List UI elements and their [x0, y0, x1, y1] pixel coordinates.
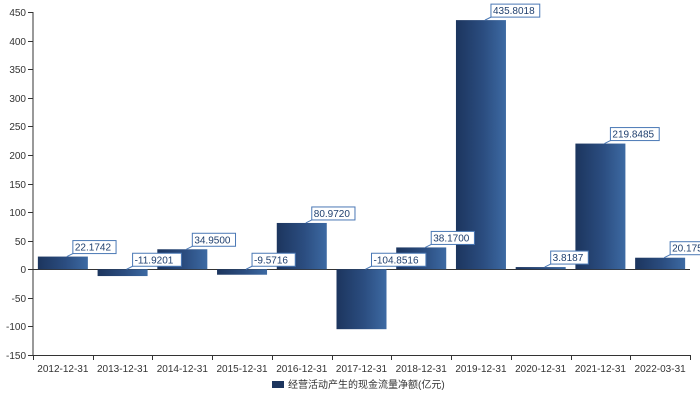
data-label: -11.9201 — [135, 255, 174, 266]
x-tick-label: 2022-03-31 — [635, 364, 687, 375]
data-label-leader — [663, 254, 671, 259]
x-tick-label: 2015-12-31 — [216, 364, 268, 375]
data-label-box — [132, 252, 182, 267]
y-tick-label: 100 — [9, 208, 26, 219]
x-axis: 2012-12-31 2013-12-31 2014-12-31 2015-12-31… — [33, 355, 691, 375]
bar — [37, 256, 88, 270]
data-label: 20.1759 — [672, 244, 700, 255]
bar — [455, 20, 506, 270]
bar — [575, 143, 626, 270]
x-tick-label: 2017-12-31 — [336, 364, 388, 375]
bars — [37, 20, 686, 330]
y-tick-label: 0 — [20, 265, 26, 276]
data-label-leader — [186, 245, 193, 250]
data-label-box — [430, 230, 475, 245]
x-tick-label: 2018-12-31 — [396, 364, 448, 375]
data-label-box — [72, 240, 117, 255]
data-label: 219.8485 — [612, 130, 654, 141]
data-label-leader — [305, 219, 312, 224]
y-tick-label: 400 — [9, 37, 26, 48]
data-label-box — [490, 3, 541, 18]
y-tick-label: 50 — [15, 237, 27, 248]
y-tick-label: -100 — [6, 322, 26, 333]
bar — [97, 269, 148, 277]
data-label: 22.1742 — [75, 243, 112, 254]
data-label: 34.9500 — [194, 235, 231, 246]
x-tick-label: 2021-12-31 — [575, 364, 627, 375]
legend[interactable]: 经营活动产生的现金流量净额(亿元) — [272, 378, 445, 391]
data-label-leader — [604, 140, 611, 145]
data-label-leader — [126, 265, 133, 270]
bar — [217, 269, 268, 275]
data-labels: 22.1742 -11.9201 34.9500 -9.5716 80.9720 -104… — [66, 3, 700, 270]
data-label: 80.9720 — [314, 209, 351, 220]
y-tick-label: 450 — [9, 8, 26, 19]
y-tick-label: 250 — [9, 122, 26, 133]
data-label: 38.1700 — [433, 233, 470, 244]
data-label: -104.8516 — [374, 255, 419, 266]
x-tick-label: 2013-12-31 — [97, 364, 149, 375]
y-tick-label: -50 — [12, 294, 27, 305]
data-label-box — [371, 252, 427, 267]
x-tick-label: 2019-12-31 — [455, 364, 507, 375]
x-tick-label: 2016-12-31 — [276, 364, 328, 375]
data-label-box — [251, 252, 296, 267]
data-label-box — [311, 206, 356, 221]
data-label-box — [669, 241, 700, 256]
bar — [515, 267, 566, 270]
bar — [635, 257, 686, 270]
data-label: -9.5716 — [254, 255, 288, 266]
data-label-box — [550, 250, 589, 265]
data-label-leader — [245, 265, 253, 270]
data-label: 3.8187 — [553, 253, 584, 264]
data-label-leader — [544, 263, 551, 268]
legend-swatch — [272, 381, 284, 388]
data-label-leader — [66, 253, 74, 258]
y-tick-label: 150 — [9, 180, 26, 191]
data-label-box — [191, 232, 237, 247]
y-tick-label: 200 — [9, 151, 26, 162]
data-label-leader — [365, 265, 372, 270]
y-tick-label: -150 — [6, 351, 26, 362]
data-label: 435.8018 — [493, 6, 535, 17]
data-label-leader — [425, 243, 432, 248]
legend-label: 经营活动产生的现金流量净额(亿元) — [288, 378, 445, 391]
y-tick-label: 350 — [9, 65, 26, 76]
x-tick-label: 2012-12-31 — [37, 364, 89, 375]
x-tick-label: 2014-12-31 — [157, 364, 209, 375]
data-label-leader — [484, 16, 492, 21]
y-tick-label: 300 — [9, 94, 26, 105]
data-label-box — [609, 127, 660, 142]
x-tick-label: 2020-12-31 — [515, 364, 567, 375]
bar — [336, 269, 387, 330]
